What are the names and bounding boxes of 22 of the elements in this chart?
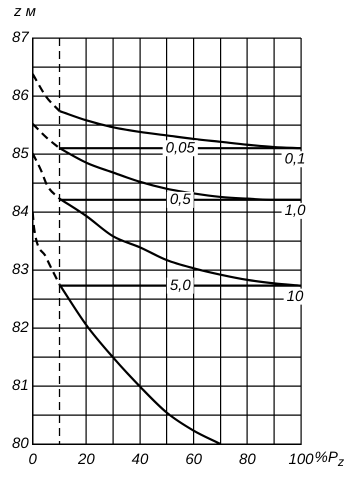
series-label: 5,0 [170,276,192,294]
x-tick-label: 40 [132,451,150,468]
series-label: 10 [286,288,304,305]
x-tick-label: 60 [185,451,203,468]
y-tick-label: 86 [12,87,30,104]
series-label: 0,05 [166,139,196,156]
y-tick-label: 82 [12,319,30,336]
y-tick-label: 87 [12,29,30,46]
series-label: 0,1 [284,150,306,168]
y-tick-label: 85 [12,145,30,162]
y-axis-title: z м [13,3,36,20]
y-tick-label: 80 [12,435,30,452]
x-axis-title: %P$_{z}$ [314,449,344,471]
x-tick-label: 80 [238,451,256,468]
y-tick-label: 83 [12,261,30,278]
y-tick-label: 84 [12,203,29,220]
y-tick-label: 81 [12,377,29,394]
x-tick-label: 0 [28,451,38,468]
x-tick-label: 20 [77,451,96,468]
x-tick-label: 100 [288,451,314,468]
series-label: 0,5 [170,190,192,208]
series-label: 1,0 [284,202,306,219]
